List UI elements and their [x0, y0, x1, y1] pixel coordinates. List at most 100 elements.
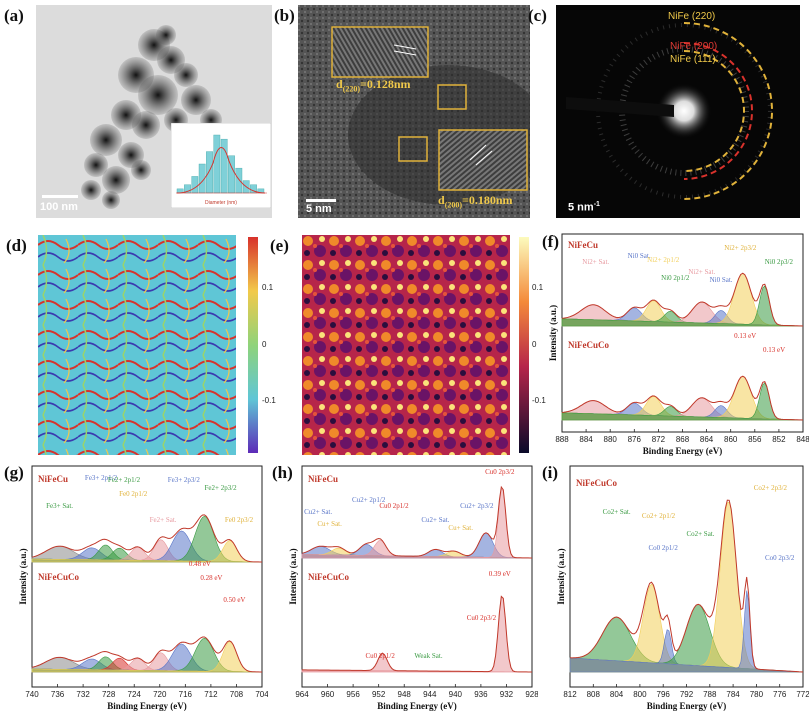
scale-label-c: 5 nm-1: [568, 201, 600, 214]
panel-e: 0.1 0 -0.1: [302, 235, 546, 455]
ring-200: [683, 42, 753, 180]
peak-annotation: Cu+ Sat.: [317, 520, 342, 528]
d220-label: d(220)=0.128nm: [336, 77, 411, 94]
xps-co2p-spectrum: 812 808 804 800 796 792 788 784 780 776 772 Binding…: [556, 465, 809, 711]
x-tick-label: 704: [255, 690, 268, 699]
peak-annotation: Cu2+ 2p3/2: [460, 502, 494, 510]
histogram-xlabel: Diameter (nm): [205, 200, 237, 206]
panel-c: NiFe (220) NiFe (200) NiFe (111) 5 nm-1: [556, 5, 800, 218]
x-tick-label: 784: [726, 690, 740, 699]
colorbar-tick: -0.1: [532, 396, 546, 405]
panel-f: 888 884 880 876 872 868 864 860 856 852 848 Binding…: [532, 230, 809, 460]
x-tick-label: 724: [128, 690, 142, 699]
peak-annotation: 0.39 eV: [489, 570, 511, 578]
strain-map-d: 0.1 0 -0.1: [38, 235, 276, 455]
peak-annotation: Cu2+ Sat.: [304, 508, 332, 516]
x-tick-label: 960: [321, 690, 335, 699]
envelope-curve: [561, 375, 804, 421]
xps-ni2p-spectrum: 888 884 880 876 872 868 864 860 856 852 848 Binding…: [548, 233, 809, 456]
size-histogram-inset: Diameter (nm): [171, 123, 271, 208]
peak-annotation: Fe2+ 2p3/2: [205, 484, 238, 492]
x-tick-label: 952: [372, 690, 386, 699]
x-axis-title: Binding Energy (eV): [643, 446, 723, 456]
peak-annotation: Fe2+ 2p1/2: [108, 476, 141, 484]
peak-annotation: Ni0 2p3/2: [765, 258, 794, 266]
envelope-curve: [31, 636, 262, 673]
x-tick-label: 936: [474, 690, 488, 699]
x-tick-label: 720: [153, 690, 167, 699]
envelope-curve: [31, 514, 262, 563]
x-tick-label: 872: [652, 435, 666, 444]
peak-annotation: Fe3+ 2p1/2: [85, 474, 118, 482]
hrtem-image: [298, 5, 530, 218]
histogram-bar: [213, 134, 221, 194]
x-tick-label: 856: [748, 435, 762, 444]
y-axis-title: Intensity (a.u.): [18, 548, 28, 604]
envelope-curve: [302, 595, 532, 673]
x-tick-label: 868: [676, 435, 690, 444]
x-tick-label: 876: [628, 435, 642, 444]
d200-label: d(200)=0.180nm: [438, 193, 513, 210]
x-tick-label: 732: [76, 690, 90, 699]
peak-annotation: Fe0 2p3/2: [225, 516, 254, 524]
scale-bar-b: [306, 199, 336, 202]
label-a: (a): [4, 6, 24, 25]
histogram-bar: [235, 167, 243, 194]
peak-annotation: 0.50 eV: [223, 596, 245, 604]
sample-label: NiFeCuCo: [308, 572, 349, 582]
peak-annotation: 0.48 eV: [189, 560, 211, 568]
x-tick-label: 780: [750, 690, 764, 699]
peak-annotation: Ni0 2p1/2: [661, 274, 690, 282]
peak-annotation: Co2+ 2p1/2: [642, 512, 676, 520]
panel-b: d(220)=0.128nm d(200)=0.180nm 5 nm: [298, 5, 530, 218]
x-tick-label: 928: [525, 690, 538, 699]
x-tick-label: 808: [587, 690, 601, 699]
sample-label: NiFeCu: [38, 474, 68, 484]
x-tick-label: 864: [700, 435, 714, 444]
envelope-curve: [301, 485, 532, 559]
y-axis-title: Intensity (a.u.): [556, 548, 566, 604]
panel-g: 740 736 732 728 724 720 716 712 708 704 Binding En…: [0, 462, 268, 715]
sample-label: NiFeCuCo: [568, 340, 609, 350]
scale-label-a: 100 nm: [40, 201, 78, 213]
panel-a: Diameter (nm) 100 nm: [36, 5, 272, 218]
strain-map-e: 0.1 0 -0.1: [302, 235, 546, 455]
xps-fe2p-spectrum: 740 736 732 728 724 720 716 712 708 704 Binding En…: [18, 465, 268, 711]
histogram-bar: [206, 151, 213, 194]
peak-annotation: 0.28 eV: [200, 574, 222, 582]
peak-annotation: Cu0 2p3/2: [467, 614, 497, 622]
peak-annotation: Cu0 2p1/2: [379, 502, 409, 510]
xps-cu2p-spectrum: 964 960 956 952 948 944 940 936 932 928 Binding En…: [288, 465, 538, 711]
panel-h: 964 960 956 952 948 944 940 936 932 928 Binding En…: [270, 462, 538, 715]
label-e: (e): [270, 236, 289, 255]
x-tick-label: 728: [102, 690, 116, 699]
x-tick-label: 812: [563, 690, 577, 699]
colorbar-tick: 0.1: [532, 283, 544, 292]
colorbar-tick: 0.1: [262, 283, 274, 292]
peak-annotation: Ni2+ 2p1/2: [647, 256, 680, 264]
scale-label-b: 5 nm: [306, 203, 332, 215]
envelope-curve: [569, 499, 804, 673]
x-tick-label: 880: [604, 435, 618, 444]
peak-annotation: Co2+ Sat.: [603, 508, 631, 516]
histogram-bar: [191, 176, 199, 194]
x-tick-label: 800: [633, 690, 647, 699]
x-tick-label: 740: [25, 690, 39, 699]
x-tick-label: 804: [610, 690, 624, 699]
ring3-label: NiFe (111): [670, 54, 716, 65]
ring2-label: NiFe (200): [670, 41, 718, 52]
colorbar-tick: 0: [262, 340, 267, 349]
sample-label: NiFeCuCo: [576, 478, 617, 488]
x-tick-label: 796: [657, 690, 671, 699]
y-axis-title: Intensity (a.u.): [288, 548, 298, 604]
x-tick-label: 792: [680, 690, 694, 699]
peak-annotation: Ni2+ Sat.: [688, 268, 715, 276]
peak-annotation: Co2+ 2p3/2: [754, 484, 788, 492]
x-tick-label: 964: [295, 690, 309, 699]
peak-annotation: Cu0 2p1/2: [366, 652, 396, 660]
peak-annotation: Ni2+ 2p3/2: [724, 244, 757, 252]
x-tick-label: 708: [230, 690, 244, 699]
fit-peak: [31, 540, 262, 563]
x-tick-label: 848: [796, 435, 809, 444]
x-tick-label: 888: [555, 435, 569, 444]
